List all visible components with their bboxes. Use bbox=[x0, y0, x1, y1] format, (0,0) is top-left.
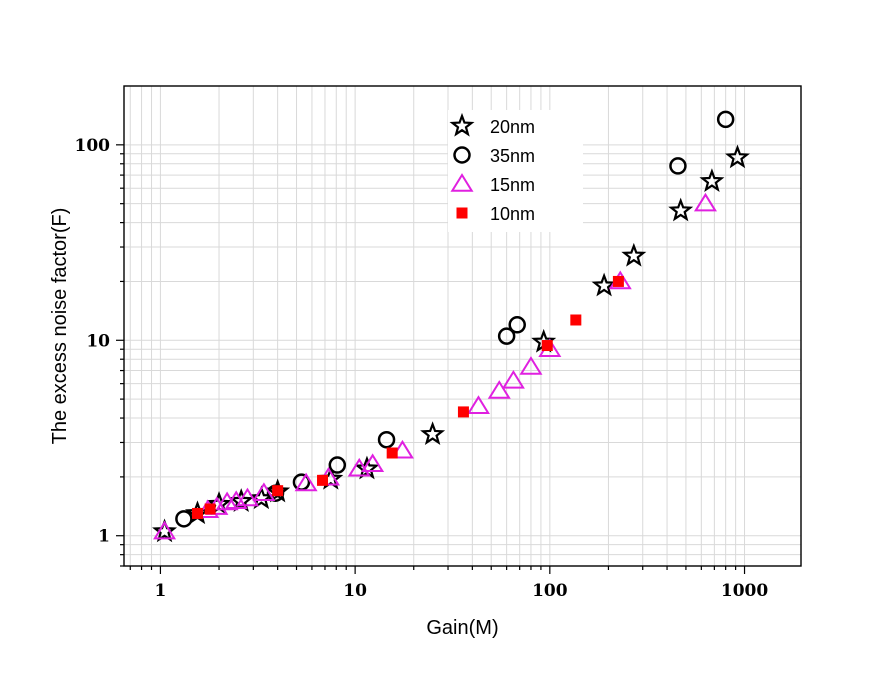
point-10nm bbox=[204, 503, 216, 515]
point-10nm bbox=[272, 485, 284, 497]
x-tick-label: 100 bbox=[532, 581, 568, 601]
y-tick-label: 1 bbox=[98, 527, 110, 547]
point-15nm bbox=[153, 520, 177, 540]
legend-label-15nm: 15nm bbox=[490, 175, 535, 195]
point-10nm bbox=[570, 314, 582, 326]
point-20nm bbox=[621, 242, 647, 267]
point-10nm bbox=[191, 507, 203, 519]
point-10nm bbox=[541, 340, 553, 352]
legend-box bbox=[448, 110, 583, 232]
point-15nm bbox=[215, 491, 239, 511]
point-35nm bbox=[669, 157, 687, 175]
point-20nm bbox=[152, 518, 178, 543]
point-35nm bbox=[497, 327, 516, 345]
legend-label-35nm: 35nm bbox=[490, 146, 535, 166]
point-35nm bbox=[175, 510, 193, 528]
point-15nm bbox=[361, 453, 385, 473]
legend: 20nm 35nm 15nm 10nm bbox=[449, 112, 535, 224]
point-35nm bbox=[508, 316, 526, 334]
legend-label-20nm: 20nm bbox=[490, 117, 535, 137]
point-20nm bbox=[591, 272, 617, 297]
point-35nm bbox=[716, 110, 735, 129]
y-tick-label: 100 bbox=[75, 136, 111, 156]
point-15nm bbox=[235, 487, 260, 507]
point-15nm bbox=[693, 192, 717, 212]
point-10nm bbox=[612, 275, 624, 287]
point-20nm bbox=[668, 197, 694, 222]
x-tick-label: 1000 bbox=[721, 581, 768, 601]
point-10nm bbox=[457, 406, 469, 418]
point-15nm bbox=[519, 356, 543, 375]
plot-frame bbox=[123, 85, 802, 567]
legend-marker-35nm bbox=[453, 146, 471, 164]
point-20nm bbox=[724, 144, 750, 169]
axis-ticks: 1 10 100 1000 1 10 100 bbox=[75, 136, 769, 601]
grid bbox=[124, 86, 801, 567]
point-15nm bbox=[466, 395, 490, 414]
point-15nm bbox=[252, 482, 276, 501]
x-tick-label: 1 bbox=[155, 581, 167, 601]
data-points bbox=[152, 110, 750, 543]
legend-marker-10nm bbox=[456, 207, 468, 219]
point-35nm bbox=[328, 456, 347, 474]
point-20nm bbox=[420, 421, 446, 446]
point-10nm bbox=[317, 474, 329, 486]
x-tick-label: 10 bbox=[343, 581, 367, 601]
point-35nm bbox=[377, 430, 396, 449]
y-tick-label: 10 bbox=[86, 331, 110, 351]
legend-marker-15nm bbox=[450, 173, 474, 192]
x-axis-title: Gain(M) bbox=[426, 617, 498, 639]
point-15nm bbox=[501, 369, 525, 389]
y-axis-title: The excess noise factor(F) bbox=[49, 208, 71, 445]
point-15nm bbox=[294, 472, 318, 492]
point-20nm bbox=[699, 168, 725, 193]
point-10nm bbox=[386, 447, 398, 459]
legend-marker-20nm bbox=[449, 112, 475, 137]
point-15nm bbox=[487, 380, 511, 399]
legend-label-10nm: 10nm bbox=[490, 204, 535, 224]
